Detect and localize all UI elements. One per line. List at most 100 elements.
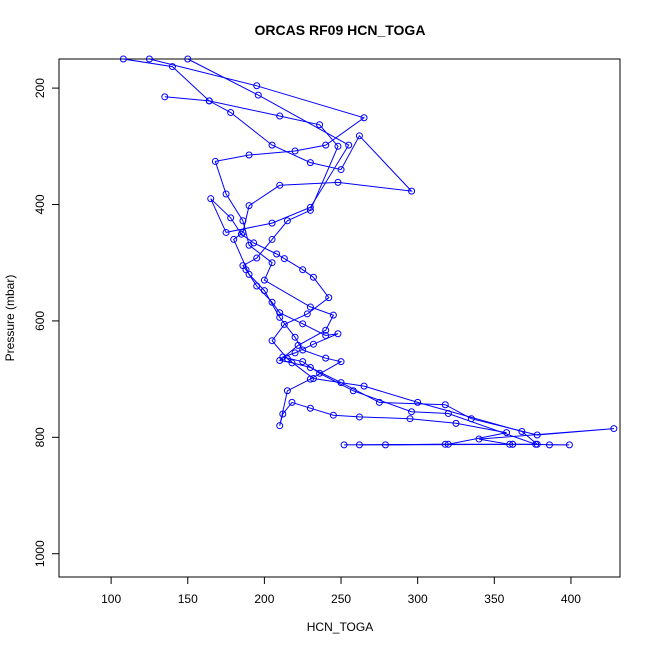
data-point bbox=[545, 441, 553, 449]
data-point bbox=[322, 354, 330, 362]
series-layer bbox=[119, 55, 618, 449]
y-tick-label: 1000 bbox=[33, 540, 47, 567]
data-point bbox=[245, 202, 253, 210]
data-point bbox=[268, 298, 276, 306]
data-point bbox=[294, 341, 302, 349]
data-point bbox=[309, 340, 317, 348]
series-1 bbox=[119, 55, 511, 449]
data-point bbox=[276, 422, 284, 430]
data-point bbox=[276, 112, 284, 120]
data-point bbox=[355, 441, 363, 449]
data-point bbox=[309, 273, 317, 281]
data-point bbox=[268, 259, 276, 267]
x-tick-label: 250 bbox=[331, 592, 351, 606]
y-tick-label: 600 bbox=[33, 311, 47, 331]
data-point bbox=[279, 353, 287, 361]
data-point bbox=[280, 255, 288, 263]
x-axis: 100 150 200 250 300 350 400 bbox=[101, 576, 581, 606]
x-tick-label: 150 bbox=[178, 592, 198, 606]
data-point bbox=[306, 404, 314, 412]
data-point bbox=[276, 313, 284, 321]
data-point bbox=[322, 326, 330, 334]
data-point bbox=[239, 217, 247, 225]
data-point bbox=[268, 219, 276, 227]
data-point bbox=[306, 303, 314, 311]
data-point bbox=[355, 413, 363, 421]
data-point bbox=[444, 409, 452, 417]
y-axis-label: Pressure (mbar) bbox=[3, 275, 17, 362]
data-point bbox=[268, 141, 276, 149]
data-point bbox=[329, 411, 337, 419]
x-tick-label: 300 bbox=[408, 592, 428, 606]
chart-title: ORCAS RF09 HCN_TOGA bbox=[255, 22, 426, 38]
data-point bbox=[273, 250, 281, 258]
data-point bbox=[276, 309, 284, 317]
data-point bbox=[283, 387, 291, 395]
data-point bbox=[299, 358, 307, 366]
data-point bbox=[408, 187, 416, 195]
data-point bbox=[299, 266, 307, 274]
data-point bbox=[414, 398, 422, 406]
data-point bbox=[334, 330, 342, 338]
data-point bbox=[268, 235, 276, 243]
data-point bbox=[452, 419, 460, 427]
data-point bbox=[306, 159, 314, 167]
data-point bbox=[360, 382, 368, 390]
y-axis: 200 400 600 800 1000 bbox=[33, 78, 60, 567]
series-line bbox=[164, 96, 536, 446]
data-point bbox=[475, 435, 483, 443]
data-point bbox=[205, 97, 213, 105]
data-point bbox=[207, 195, 215, 203]
series-4 bbox=[161, 93, 540, 449]
x-axis-label: HCN_TOGA bbox=[307, 620, 373, 634]
data-point bbox=[322, 331, 330, 339]
series-3 bbox=[184, 55, 573, 449]
data-point bbox=[518, 427, 526, 435]
series-line bbox=[123, 58, 507, 446]
data-point bbox=[337, 358, 345, 366]
data-point bbox=[211, 157, 219, 165]
data-point bbox=[161, 93, 169, 101]
series-line bbox=[149, 58, 614, 445]
data-point bbox=[184, 55, 192, 63]
data-point bbox=[309, 375, 317, 383]
data-point bbox=[222, 190, 230, 198]
data-point bbox=[260, 276, 268, 284]
data-point bbox=[119, 55, 127, 63]
y-tick-label: 800 bbox=[33, 427, 47, 447]
data-point bbox=[291, 147, 299, 155]
data-point bbox=[381, 441, 389, 449]
data-point bbox=[245, 151, 253, 159]
data-point bbox=[227, 214, 235, 222]
data-point bbox=[408, 408, 416, 416]
data-point bbox=[375, 398, 383, 406]
data-point bbox=[288, 398, 296, 406]
data-point bbox=[303, 310, 311, 318]
data-point bbox=[299, 346, 307, 354]
data-point bbox=[268, 337, 276, 345]
data-point bbox=[253, 82, 261, 90]
data-point bbox=[250, 239, 258, 247]
data-point bbox=[291, 333, 299, 341]
data-point bbox=[237, 230, 245, 238]
data-point bbox=[288, 359, 296, 367]
data-point bbox=[316, 121, 324, 129]
series-line bbox=[187, 58, 570, 446]
data-point bbox=[345, 141, 353, 149]
data-point bbox=[329, 311, 337, 319]
data-point bbox=[349, 387, 357, 395]
data-point bbox=[355, 132, 363, 140]
y-tick-label: 400 bbox=[33, 194, 47, 214]
data-point bbox=[340, 441, 348, 449]
data-point bbox=[360, 114, 368, 122]
series-2 bbox=[145, 55, 618, 448]
data-point bbox=[441, 401, 449, 409]
data-point bbox=[306, 363, 314, 371]
data-point bbox=[299, 320, 307, 328]
data-point bbox=[334, 142, 342, 150]
data-point bbox=[276, 181, 284, 189]
x-tick-label: 200 bbox=[254, 592, 274, 606]
data-point bbox=[337, 166, 345, 174]
data-point bbox=[532, 440, 540, 448]
